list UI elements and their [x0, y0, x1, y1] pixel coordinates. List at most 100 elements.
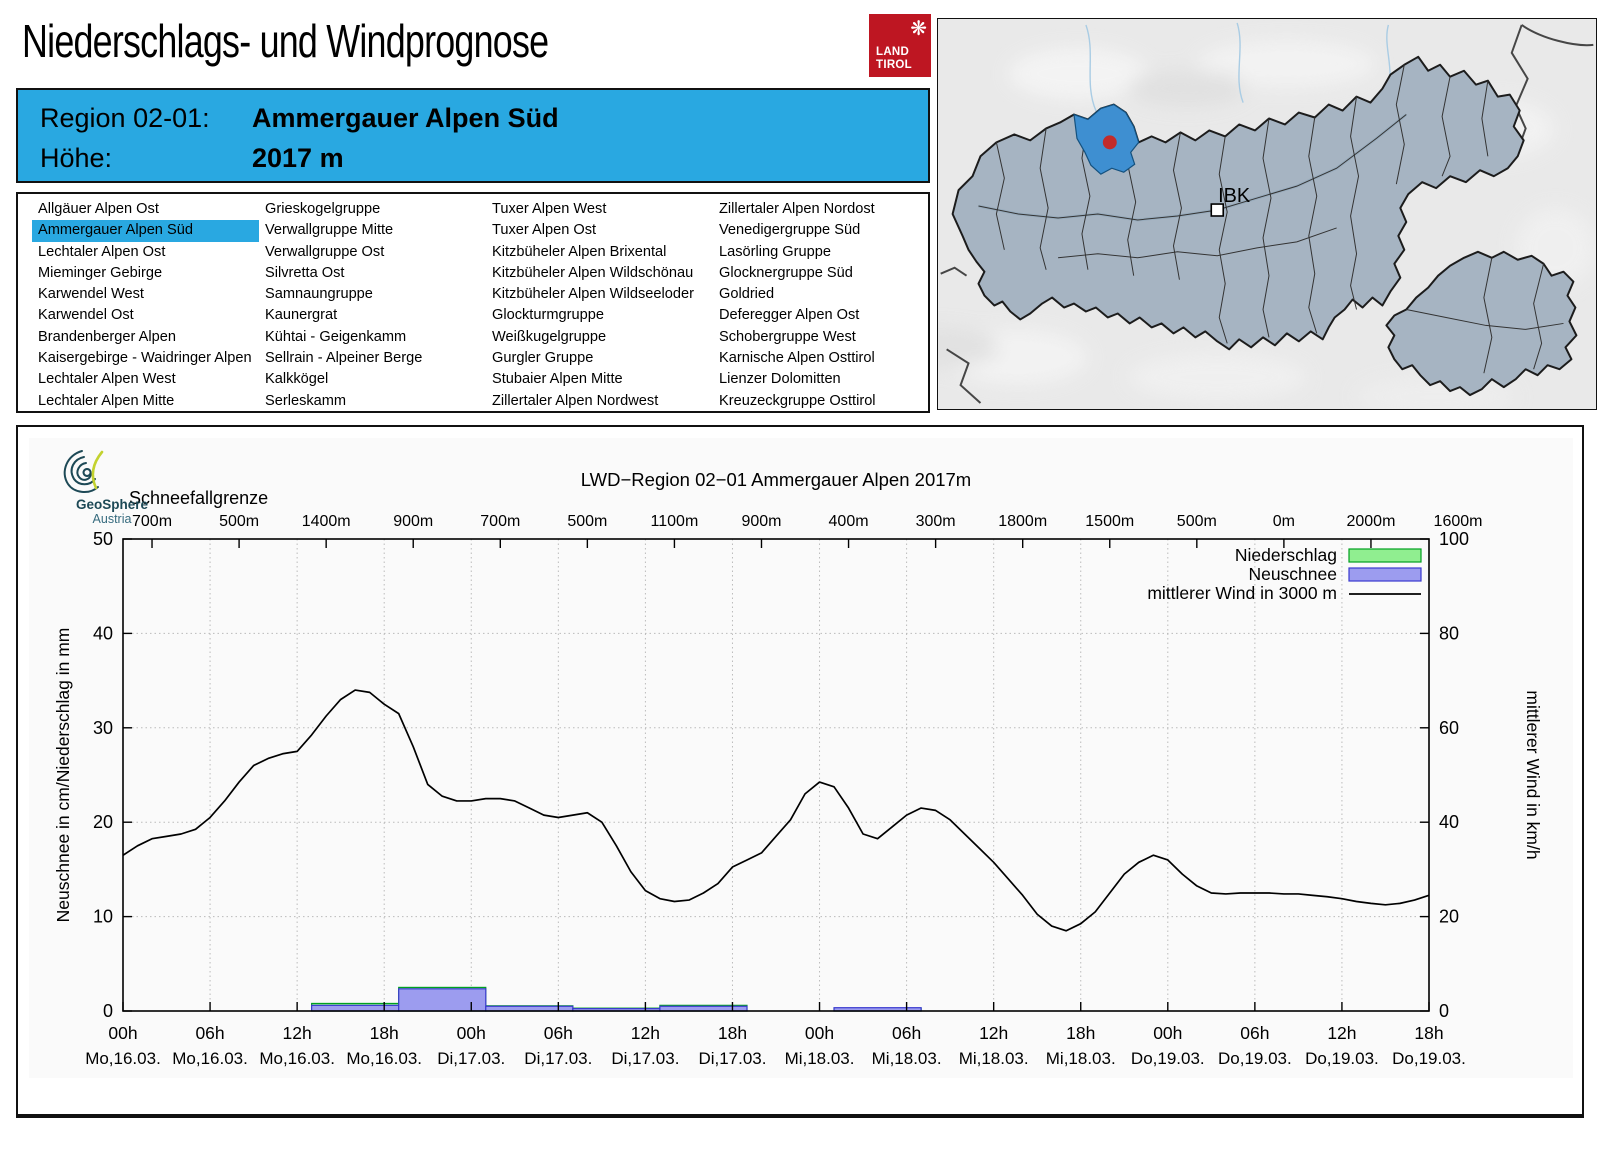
x-hour-label: 00h	[457, 1023, 486, 1043]
x-hour-label: 12h	[283, 1023, 312, 1043]
y-right-tick-label: 40	[1439, 812, 1459, 832]
region-list-item[interactable]: Kreuzeckgruppe Osttirol	[719, 392, 876, 409]
snowline-value: 1100m	[651, 513, 699, 530]
region-list-item[interactable]: Lechtaler Alpen Mitte	[38, 392, 175, 409]
snowline-value: 500m	[567, 513, 607, 530]
region-list-item[interactable]: Kitzbüheler Alpen Brixental	[492, 243, 667, 260]
region-list-item[interactable]: Silvretta Ost	[265, 264, 345, 281]
x-hour-label: 00h	[108, 1023, 137, 1043]
y-left-tick-label: 30	[93, 718, 113, 738]
snowline-value: 500m	[1177, 513, 1217, 530]
x-day-label: Mo,16.03.	[85, 1049, 161, 1068]
region-header: Region 02-01: Ammergauer Alpen Süd Höhe:…	[16, 88, 930, 183]
region-list-item[interactable]: Venedigergruppe Süd	[719, 222, 861, 239]
snowline-value: 1500m	[1085, 513, 1134, 530]
region-list-item[interactable]: Deferegger Alpen Ost	[719, 307, 860, 324]
altitude-value: 2017 m	[252, 143, 344, 173]
region-list-column: Grieskogelgruppe Verwallgruppe Mitte Verwa…	[259, 199, 486, 412]
x-hour-label: 18h	[1414, 1023, 1443, 1043]
y-right-tick-label: 60	[1439, 718, 1459, 738]
x-day-label: Mo,16.03.	[172, 1049, 248, 1068]
x-hour-label: 18h	[370, 1023, 399, 1043]
region-list-item[interactable]: Zillertaler Alpen Nordost	[719, 201, 875, 217]
region-list-item[interactable]: Kalkkögel	[265, 371, 329, 388]
region-list-item[interactable]: Glockturmgruppe	[492, 307, 604, 324]
region-list-item[interactable]: Verwallgruppe Mitte	[265, 222, 394, 239]
geosphere-logo: GeoSphere Austria	[57, 446, 167, 526]
region-list-item[interactable]: Grieskogelgruppe	[265, 201, 381, 217]
ibk-label: IBK	[1218, 185, 1251, 207]
region-list-item[interactable]: Lienzer Dolomitten	[719, 371, 841, 388]
station-marker	[1102, 135, 1117, 150]
x-day-label: Mo,16.03.	[346, 1049, 422, 1068]
region-list-item[interactable]: Kitzbüheler Alpen Wildschönau	[492, 264, 694, 281]
y-left-tick-label: 0	[103, 1001, 113, 1021]
legend-swatch	[1348, 548, 1422, 563]
x-day-label: Mi,18.03.	[959, 1049, 1029, 1068]
y-left-tick-label: 20	[93, 812, 113, 832]
y-right-tick-label: 80	[1439, 623, 1459, 643]
outer-border-lines	[940, 24, 1594, 404]
region-list-item[interactable]: Karwendel West	[38, 286, 144, 303]
region-list-item[interactable]: Kitzbüheler Alpen Wildseeloder	[492, 286, 694, 303]
region-list-item[interactable]: Glocknergruppe Süd	[719, 264, 853, 281]
region-list-item[interactable]: Mieminger Gebirge	[38, 264, 163, 281]
snowline-value: 900m	[741, 513, 781, 530]
region-list-item[interactable]: Allgäuer Alpen Ost	[38, 201, 159, 217]
region-list-item[interactable]: Karwendel Ost	[38, 307, 134, 324]
region-list-item[interactable]: Lechtaler Alpen Ost	[38, 243, 166, 260]
x-hour-label: 18h	[1066, 1023, 1095, 1043]
x-hour-label: 00h	[1153, 1023, 1182, 1043]
x-day-label: Di,17.03.	[611, 1049, 679, 1068]
geosphere-icon	[63, 450, 104, 493]
region-list-item[interactable]: Tuxer Alpen West	[492, 201, 607, 217]
region-list-item[interactable]: Verwallgruppe Ost	[265, 243, 385, 260]
altitude-label: Höhe:	[40, 143, 113, 173]
region-list-item[interactable]: Kaisergebirge - Waidringer Alpen	[38, 350, 252, 367]
y-left-axis-title: Neuschnee in cm/Niederschlag in mm	[53, 628, 73, 923]
x-hour-label: 06h	[892, 1023, 921, 1043]
tirol-overview-map[interactable]: IBK	[937, 18, 1597, 410]
region-list-item[interactable]: Goldried	[719, 286, 775, 303]
region-list-item[interactable]: Gurgler Gruppe	[492, 350, 594, 367]
region-list-item[interactable]: Tuxer Alpen Ost	[492, 222, 597, 239]
region-list-item[interactable]: Brandenberger Alpen	[38, 328, 176, 345]
region-list-item[interactable]: Schobergruppe West	[719, 328, 856, 345]
snowline-value: 1600m	[1434, 513, 1483, 530]
region-list-item[interactable]: Kaunergrat	[265, 307, 338, 324]
geosphere-country: Austria	[92, 512, 132, 526]
region-list-item[interactable]: Sellrain - Alpeiner Berge	[265, 350, 423, 367]
region-list-item[interactable]: Karnische Alpen Osttirol	[719, 350, 875, 367]
wind-line	[122, 689, 1430, 932]
region-list-item[interactable]: Weißkugelgruppe	[492, 328, 607, 345]
x-hour-label: 12h	[631, 1023, 660, 1043]
x-day-label: Mi,18.03.	[1046, 1049, 1116, 1068]
legend-label: mittlerer Wind in 3000 m	[1147, 583, 1337, 603]
x-hour-label: 00h	[805, 1023, 834, 1043]
x-day-label: Do,19.03.	[1218, 1049, 1292, 1068]
x-day-label: Di,17.03.	[524, 1049, 592, 1068]
region-list-item[interactable]: Samnaungruppe	[265, 286, 373, 303]
region-list-item[interactable]: Lechtaler Alpen West	[38, 371, 176, 388]
region-list-item[interactable]: Ammergauer Alpen Süd	[32, 220, 259, 242]
y-left-tick-label: 40	[93, 623, 113, 643]
region-list-column: Zillertaler Alpen Nordost Venedigergruppe…	[713, 199, 940, 412]
chart-title: LWD−Region 02−01 Ammergauer Alpen 2017m	[581, 469, 971, 490]
region-list-item[interactable]: Lasörling Gruppe	[719, 243, 831, 260]
legend-label: Neuschnee	[1248, 564, 1337, 584]
region-list-item[interactable]: Kühtai - Geigenkamm	[265, 328, 407, 345]
plot-frame	[122, 538, 1430, 1012]
y-right-tick-label: 0	[1439, 1001, 1449, 1021]
region-name-value: Ammergauer Alpen Süd	[252, 103, 559, 133]
x-day-label: Do,19.03.	[1305, 1049, 1379, 1068]
region-list-item[interactable]: Serleskamm	[265, 392, 347, 409]
region-list-item[interactable]: Zillertaler Alpen Nordwest	[492, 392, 659, 409]
snow-bar	[311, 1004, 400, 1012]
page-title: Niederschlags- und Windprognose	[22, 15, 549, 67]
snow-bar	[398, 988, 487, 1012]
region-list-column: Tuxer Alpen West Tuxer Alpen Ost Kitzbühel…	[486, 199, 713, 412]
snowline-value: 900m	[393, 513, 433, 530]
region-list-item[interactable]: Stubaier Alpen Mitte	[492, 371, 623, 388]
x-day-label: Mi,18.03.	[872, 1049, 942, 1068]
